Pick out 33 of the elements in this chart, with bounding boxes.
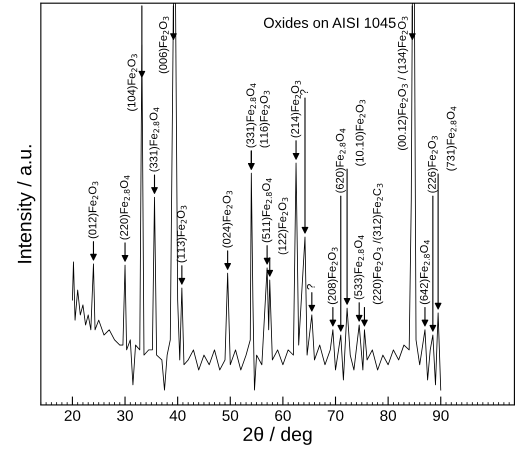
- annotation: (00.12)Fe$_{2}$O$_{3}$ / (134)Fe$_{2}$O$_{3}$: [398, 16, 408, 150]
- x-tick-label: 70: [328, 410, 344, 422]
- y-axis-title: Intensity / a.u.: [17, 145, 36, 263]
- annotation: (208)Fe$_{2}$O$_{3}$: [328, 247, 338, 304]
- x-tick-label: 90: [432, 410, 449, 422]
- annotation: (024)Fe$_{2}$O$_{3}$: [222, 190, 233, 248]
- annotation: (116)Fe$_{2}$O$_{3}$: [260, 90, 270, 148]
- annotation: (006)Fe$_{2}$O$_{3}$: [158, 16, 170, 74]
- annotation: (331)Fe$_{2.8}$O$_{4}$: [246, 83, 256, 148]
- annotation: (226)Fe$_{2}$O$_{3}$: [428, 136, 438, 193]
- annotation: (642)Fe$_{2.8}$O$_{4}$: [420, 240, 430, 304]
- annotation: (220)Fe$_{2.8}$O$_{4}$: [120, 175, 130, 240]
- x-tick-label: 30: [117, 410, 133, 422]
- x-axis-title: 2θ / deg: [243, 426, 312, 445]
- annotation: (214)Fe$_{2}$O$_{3}$: [290, 80, 302, 138]
- annotation: (220)Fe$_{2}$O$_{3}$ /(312)Fe$_{2}$C$_{3}$: [372, 184, 384, 304]
- x-tick-label: 60: [275, 410, 291, 422]
- x-tick-label: 50: [222, 410, 238, 422]
- x-tick-label: 80: [380, 410, 396, 422]
- annotation: (620)Fe$_{2.8}$O$_{4}$: [336, 128, 346, 193]
- annotation: (533)Fe$_{2.8}$O$_{4}$: [354, 235, 364, 300]
- annotation: (331)Fe$_{2.8}$O$_{4}$: [149, 107, 160, 172]
- annotation: ?: [306, 284, 315, 290]
- text: Oxides on AISI 1045: [264, 17, 396, 28]
- annotation: (104)Fe$_{2}$O$_{3}$: [127, 54, 138, 111]
- annotation: (012)Fe$_{2}$O$_{3}$: [88, 182, 99, 238]
- annotation: (122)Fe$_{2}$O$_{3}$: [278, 198, 288, 254]
- x-tick-label: 20: [64, 410, 80, 422]
- annotation: (511)Fe$_{2.8}$O$_{4}$: [262, 178, 272, 242]
- x-tick-label: 40: [170, 410, 186, 422]
- annotation: (731)Fe$_{2.8}$O$_{4}$: [446, 106, 457, 171]
- annotation: (10.10)Fe$_{2}$O$_{3}$: [355, 100, 366, 166]
- annotation: ?: [300, 90, 308, 95]
